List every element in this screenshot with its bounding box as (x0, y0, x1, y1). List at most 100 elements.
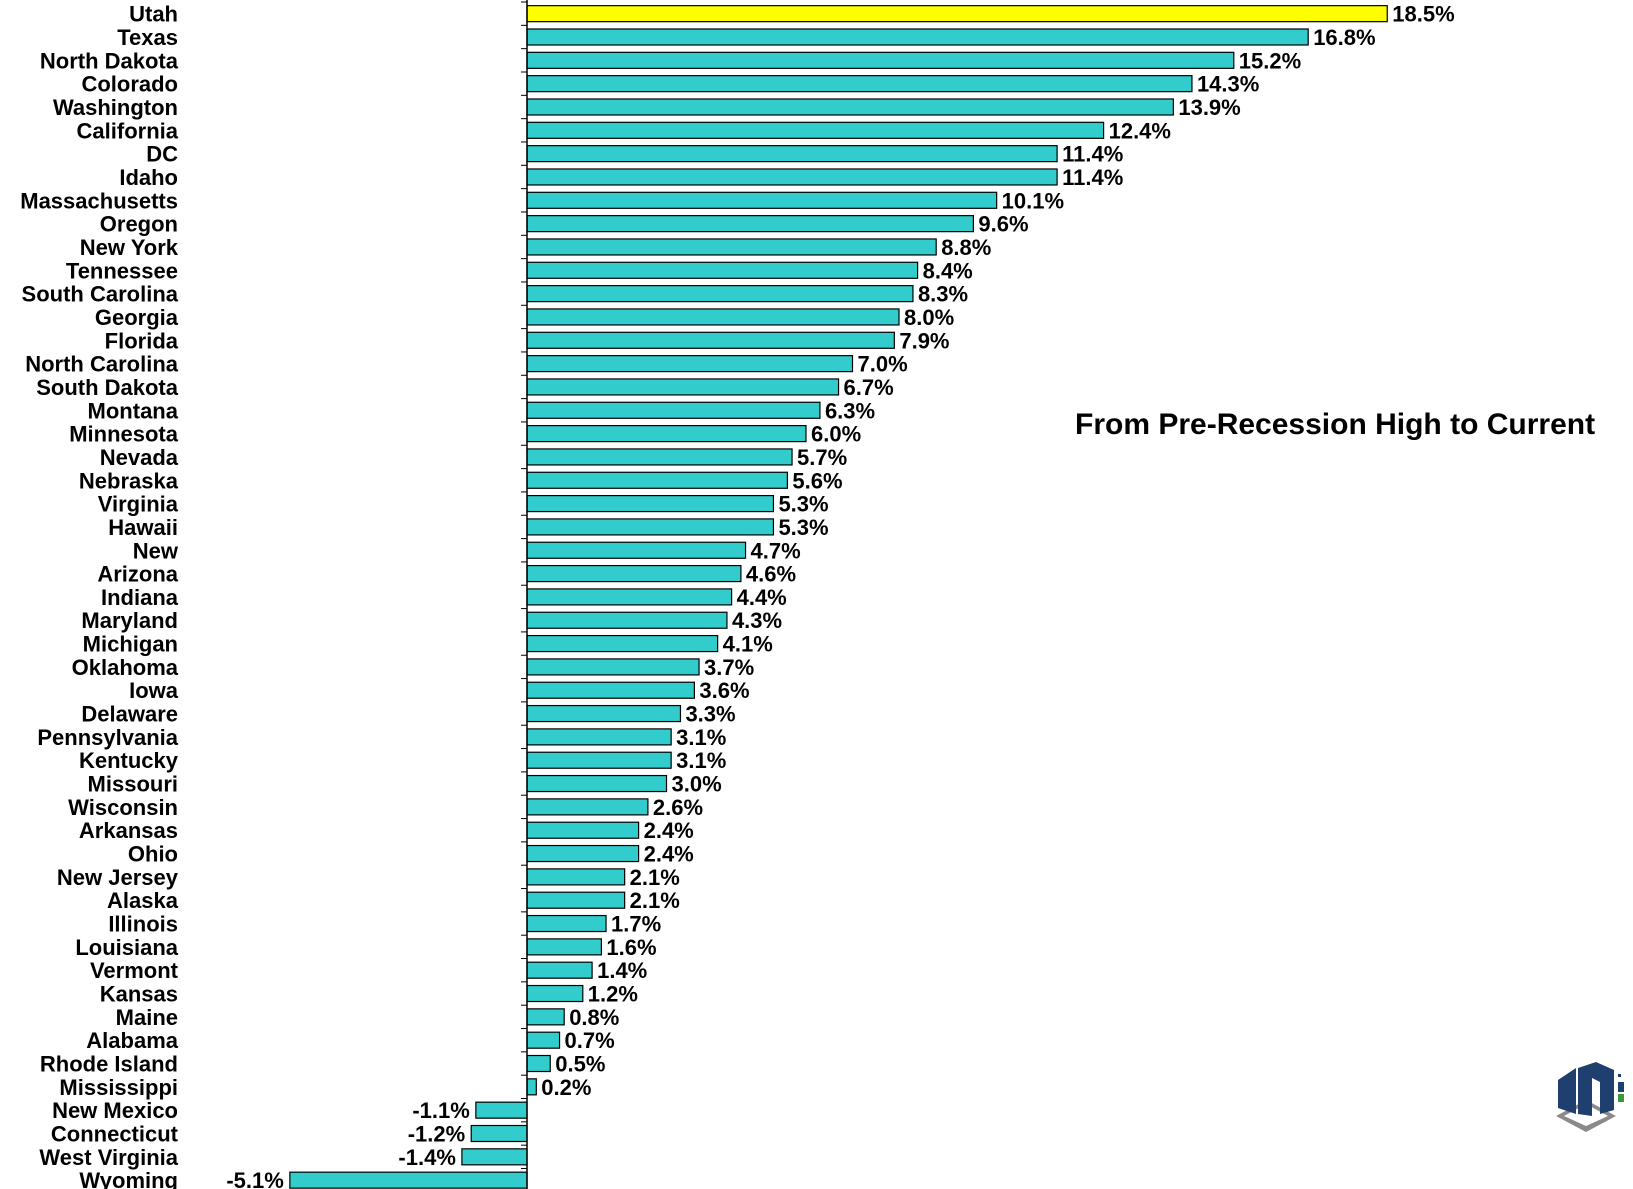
category-label: Illinois (108, 912, 178, 937)
bar (526, 961, 593, 979)
bar (526, 891, 626, 909)
value-label: 2.4% (644, 818, 694, 843)
value-label: 10.1% (1002, 188, 1064, 213)
bar (526, 658, 700, 676)
value-label: 0.5% (555, 1052, 605, 1077)
value-label: 0.8% (569, 1005, 619, 1030)
category-label: DC (146, 142, 178, 167)
category-label: New Mexico (52, 1098, 178, 1123)
value-label: 11.4% (1062, 142, 1123, 167)
bar (526, 355, 854, 373)
category-label: Connecticut (51, 1122, 179, 1147)
value-label: 12.4% (1109, 118, 1171, 143)
bar (526, 285, 914, 303)
value-label: 6.0% (811, 422, 861, 447)
bar (461, 1148, 528, 1166)
value-label: -1.2% (408, 1122, 465, 1147)
bars (289, 5, 1388, 1189)
value-label: 2.4% (644, 842, 694, 867)
bar (526, 564, 742, 583)
category-label: Iowa (129, 678, 179, 703)
value-label: -1.1% (412, 1098, 469, 1123)
bar (526, 238, 937, 256)
category-label: Minnesota (69, 422, 179, 447)
bar (526, 121, 1105, 139)
value-label: 2.1% (630, 888, 680, 913)
category-label: Georgia (95, 305, 179, 330)
value-label: 5.3% (778, 515, 828, 540)
bar (526, 984, 584, 1003)
bar (289, 1171, 528, 1189)
value-label: 3.3% (685, 702, 735, 727)
bar (526, 1054, 551, 1073)
bar (526, 518, 775, 536)
value-label: 7.0% (858, 352, 908, 377)
value-label: 11.4% (1062, 165, 1123, 190)
bar (470, 1124, 528, 1143)
category-label: South Carolina (22, 282, 179, 307)
bar (526, 401, 821, 419)
value-label: 5.7% (797, 445, 847, 470)
bar (526, 1008, 565, 1026)
value-label: 3.7% (704, 655, 754, 680)
value-label: 15.2% (1239, 48, 1301, 73)
bar (526, 844, 640, 863)
value-label: 3.1% (676, 748, 726, 773)
value-label: 4.1% (723, 632, 773, 657)
category-label: Ohio (128, 842, 178, 867)
value-label: 3.1% (676, 725, 726, 750)
value-label: -5.1% (226, 1168, 283, 1189)
bar (526, 681, 695, 699)
category-label: Kentucky (79, 748, 179, 773)
value-label: 14.3% (1197, 72, 1259, 97)
category-label: Mississippi (59, 1075, 178, 1100)
category-label: Massachusetts (20, 188, 178, 213)
chart-title: From Pre-Recession High to Current (1075, 408, 1596, 441)
bar (526, 331, 895, 349)
value-label: 3.0% (672, 772, 722, 797)
value-label: 3.6% (699, 678, 749, 703)
value-label: 0.2% (541, 1075, 591, 1100)
bar (526, 448, 793, 466)
category-label: Nebraska (79, 468, 179, 493)
bar (526, 914, 607, 933)
bar (526, 98, 1174, 116)
category-label: Idaho (119, 165, 178, 190)
bar (526, 425, 807, 443)
category-label: Virginia (98, 492, 179, 517)
bar (526, 798, 649, 816)
category-label: Washington (53, 95, 178, 120)
value-label: -1.4% (398, 1145, 455, 1170)
category-label: Vermont (90, 958, 179, 983)
value-label: 6.7% (844, 375, 894, 400)
value-label: 9.6% (978, 212, 1028, 237)
bar (526, 75, 1193, 93)
value-label: 2.1% (630, 865, 680, 890)
bar (526, 704, 682, 723)
category-label: Colorado (81, 72, 178, 97)
category-label: Tennessee (66, 258, 178, 283)
category-label: West Virginia (39, 1145, 178, 1170)
bar (526, 308, 900, 326)
category-label: New (133, 538, 179, 563)
category-label: Wyoming (79, 1168, 178, 1189)
value-label: 1.6% (606, 935, 656, 960)
bar (526, 774, 668, 793)
category-label: Delaware (81, 702, 178, 727)
bar (526, 494, 775, 513)
bar (526, 145, 1058, 163)
category-label: Arizona (97, 562, 178, 587)
value-label: 8.3% (918, 282, 968, 307)
value-label: 4.7% (751, 538, 801, 563)
category-label: Texas (117, 25, 178, 50)
category-label: North Dakota (40, 48, 179, 73)
category-label: Hawaii (108, 515, 178, 540)
bar (526, 634, 719, 653)
category-label: Indiana (101, 585, 179, 610)
value-label: 2.6% (653, 795, 703, 820)
bar (526, 215, 974, 233)
value-label: 0.7% (565, 1028, 615, 1053)
category-label: Nevada (100, 445, 179, 470)
